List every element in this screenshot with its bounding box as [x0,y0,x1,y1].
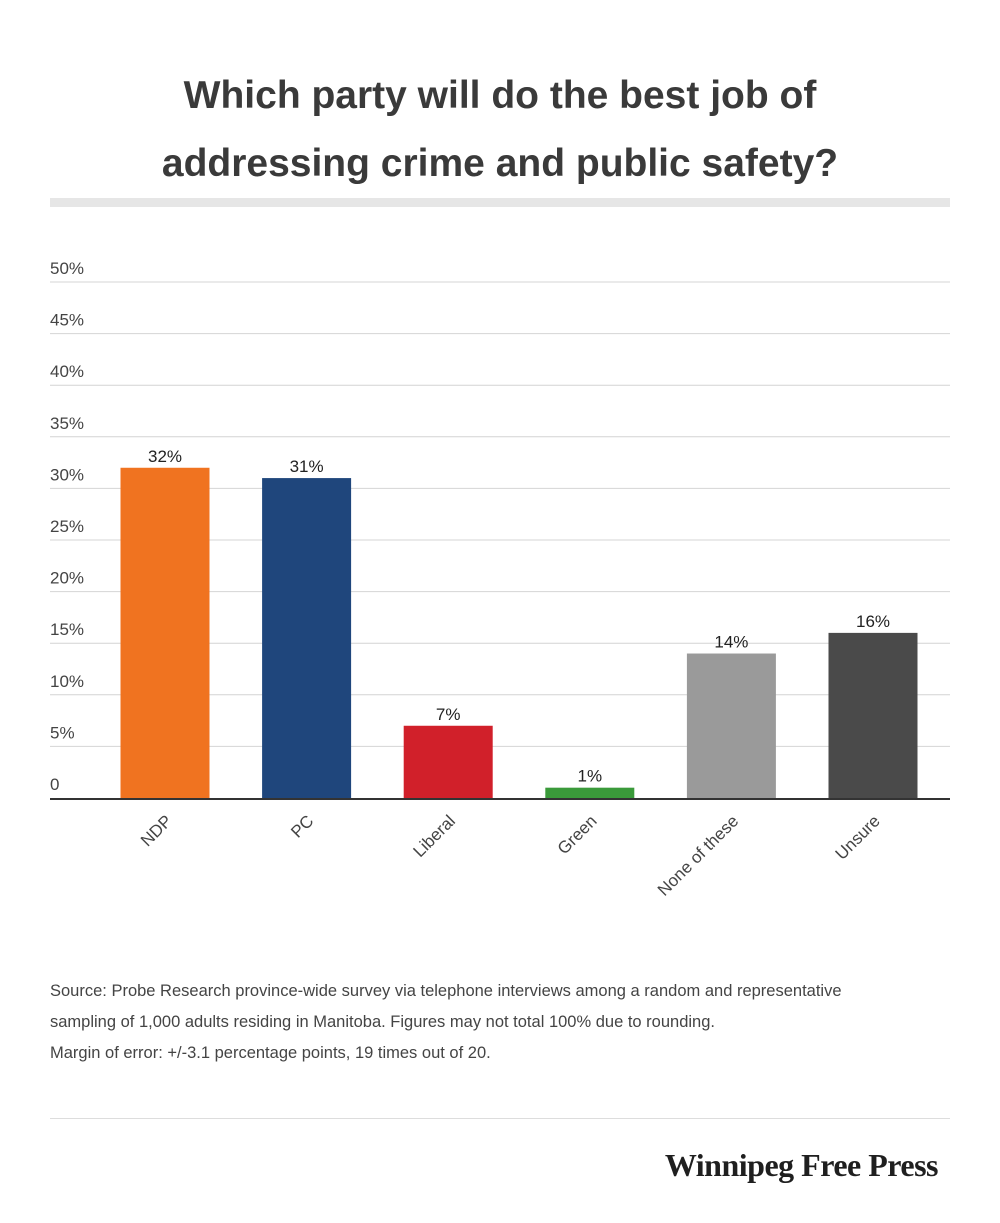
value-label-none-of-these: 14% [714,633,748,652]
y-tick-label-40: 40% [50,362,84,381]
bar-ndp [120,467,210,798]
title-divider [50,198,950,207]
chart-title-line-1: Which party will do the best job of [183,74,817,117]
x-tick-label-pc: PC [287,811,317,841]
value-label-pc: 31% [290,457,324,476]
bar-unsure [828,632,918,798]
x-tick-label-unsure: Unsure [832,811,884,863]
y-tick-label-5: 5% [50,723,75,742]
value-label-green: 1% [578,767,603,786]
source-line-2: sampling of 1,000 adults residing in Man… [50,1013,715,1031]
chart-title: Which party will do the best job of addr… [0,62,1000,198]
source-line-3: Margin of error: +/-3.1 percentage point… [50,1044,491,1062]
y-tick-label-45: 45% [50,311,84,330]
x-tick-label-ndp: NDP [137,811,176,850]
y-tick-label-10: 10% [50,672,84,691]
y-tick-label-30: 30% [50,465,84,484]
value-label-unsure: 16% [856,612,890,631]
bars [120,467,918,798]
value-label-ndp: 32% [148,447,182,466]
y-tick-label-20: 20% [50,569,84,588]
y-tick-label-50: 50% [50,259,84,278]
bar-pc [262,478,352,798]
chart-title-line-2: addressing crime and public safety? [161,142,839,185]
footer-divider [50,1118,950,1119]
publisher-logo: Winnipeg Free Press [664,1147,939,1183]
x-tick-label-liberal: Liberal [409,811,459,861]
y-tick-label-25: 25% [50,517,84,536]
source-line-1: Source: Probe Research province-wide sur… [50,982,842,1000]
y-tick-label-0: 0 [50,775,59,794]
x-tick-label-green: Green [554,811,601,858]
bar-chart: 0 5% 10% 15% 20% 25% 30% 35% 40% 45% 50% 32% 31% 7% 1… [50,259,950,900]
bar-liberal [403,725,493,798]
x-tick-label-none-of-these: None of these [654,811,742,899]
value-label-liberal: 7% [436,705,461,724]
y-tick-label-35: 35% [50,414,84,433]
y-axis-tick-labels: 0 5% 10% 15% 20% 25% 30% 35% 40% 45% 50% [50,259,84,794]
y-tick-label-15: 15% [50,620,84,639]
bar-none-of-these [686,653,776,798]
source-note: Source: Probe Research province-wide sur… [50,976,950,1069]
x-axis-tick-labels: NDP PC Liberal Green None of these Unsure [137,811,884,899]
bar-value-labels: 32% 31% 7% 1% 14% 16% [148,447,890,786]
bar-green [545,787,635,798]
